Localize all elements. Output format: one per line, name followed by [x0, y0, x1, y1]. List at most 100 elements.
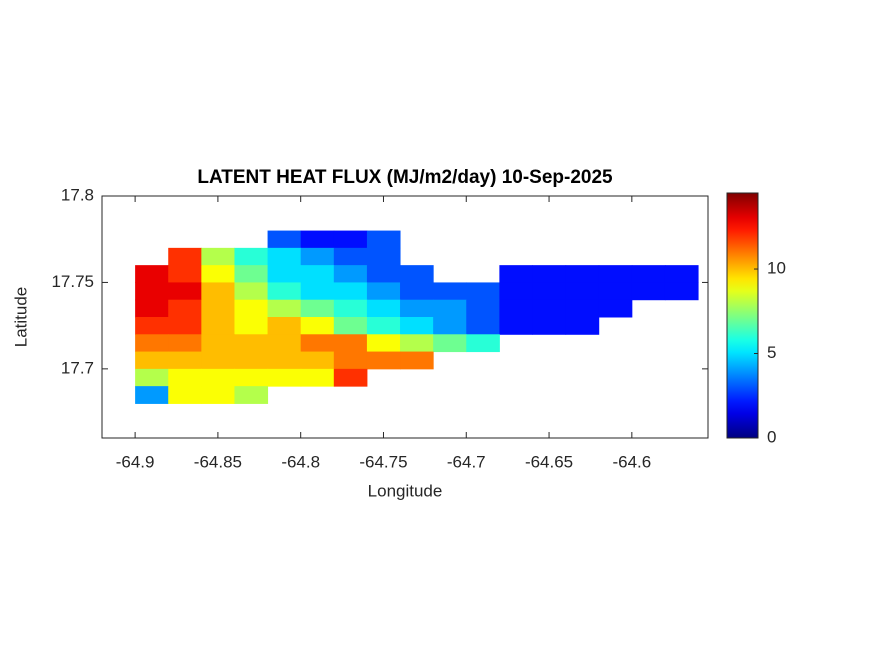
heat-cell: [466, 282, 500, 301]
heat-cell: [565, 299, 600, 318]
heat-cell: [267, 282, 302, 301]
heat-cell: [532, 282, 567, 301]
heat-cell: [333, 230, 368, 249]
heat-cell: [366, 317, 401, 335]
heat-cell: [300, 368, 335, 387]
heat-cell: [267, 368, 302, 387]
heat-cell: [664, 265, 699, 283]
heat-cell: [201, 334, 235, 353]
heat-cell: [300, 299, 335, 318]
heat-cell: [234, 265, 269, 283]
heat-cell: [400, 282, 434, 301]
heat-cell: [333, 351, 368, 370]
heat-cell: [532, 299, 567, 318]
heat-cell: [433, 282, 467, 301]
heat-cell: [366, 265, 401, 283]
heat-cell: [565, 265, 600, 283]
plot-frame: [101, 195, 709, 439]
heat-cell: [565, 317, 600, 335]
y-tick-label: 17.8: [61, 185, 94, 204]
heat-cell: [532, 265, 567, 283]
heat-cell: [664, 282, 699, 301]
heat-cell: [433, 299, 467, 318]
heat-cell: [267, 265, 302, 283]
colorbar-tick-label: 0: [767, 427, 776, 446]
heat-cell: [168, 299, 202, 318]
heat-cell: [135, 386, 169, 404]
heat-cell: [366, 230, 401, 249]
heat-cell: [333, 334, 368, 353]
heat-cell: [168, 386, 202, 404]
heat-cell: [300, 334, 335, 353]
heat-cell: [168, 317, 202, 335]
heat-cell: [201, 282, 235, 301]
heat-cell: [400, 265, 434, 283]
heat-cell: [300, 265, 335, 283]
heat-cell: [201, 265, 235, 283]
heat-cell: [400, 299, 434, 318]
heat-cell: [366, 299, 401, 318]
heat-cell: [300, 230, 335, 249]
heat-cell: [532, 317, 567, 335]
heat-cell: [267, 334, 302, 353]
heat-cell: [300, 351, 335, 370]
heat-cell: [333, 368, 368, 387]
heat-cell: [201, 299, 235, 318]
heat-cell: [598, 299, 633, 318]
heat-cell: [267, 299, 302, 318]
colorbar: [726, 192, 759, 439]
x-tick-label: -64.65: [525, 452, 573, 471]
x-axis-label: Longitude: [368, 481, 443, 500]
heat-cell: [598, 282, 633, 301]
heat-cell: [267, 317, 302, 335]
heat-cell: [300, 317, 335, 335]
heat-cell: [433, 317, 467, 335]
heat-cell: [168, 247, 202, 266]
heat-cell: [234, 317, 269, 335]
heat-cell: [499, 265, 533, 283]
heat-cell: [234, 334, 269, 353]
heat-cell: [433, 334, 467, 353]
x-tick-label: -64.7: [447, 452, 486, 471]
heat-cell: [135, 334, 169, 353]
y-tick-label: 17.7: [61, 358, 94, 377]
heat-cell: [135, 265, 169, 283]
y-axis-label: Latitude: [11, 287, 30, 348]
heat-cell: [267, 351, 302, 370]
heat-cell: [366, 334, 401, 353]
heat-cell: [135, 351, 169, 370]
heat-cell: [631, 265, 666, 283]
heat-cell: [234, 282, 269, 301]
heat-cell: [598, 265, 633, 283]
heat-cell: [333, 282, 368, 301]
x-tick-label: -64.9: [116, 452, 155, 471]
y-tick-label: 17.75: [51, 272, 94, 291]
heat-cell: [366, 351, 401, 370]
heat-cell: [466, 317, 500, 335]
heat-cell: [201, 386, 235, 404]
colorbar-tick-label: 10: [767, 259, 786, 278]
heat-cell: [366, 247, 401, 266]
heat-cell: [300, 247, 335, 266]
heat-cell: [366, 282, 401, 301]
heat-cell: [234, 368, 269, 387]
heat-cell: [565, 282, 600, 301]
x-tick-label: -64.75: [359, 452, 407, 471]
heat-cell: [201, 351, 235, 370]
heat-cell: [168, 282, 202, 301]
heat-cell: [400, 334, 434, 353]
heat-cell: [135, 282, 169, 301]
heat-cell: [168, 265, 202, 283]
heat-cell: [499, 317, 533, 335]
heat-cell: [168, 334, 202, 353]
chart-title: LATENT HEAT FLUX (MJ/m2/day) 10-Sep-2025: [197, 167, 613, 188]
heat-cell: [267, 230, 302, 249]
heat-cell: [234, 299, 269, 318]
heat-cell: [400, 317, 434, 335]
heat-cell: [499, 282, 533, 301]
x-tick-label: -64.85: [194, 452, 242, 471]
heat-cell: [168, 351, 202, 370]
heat-cell: [333, 317, 368, 335]
